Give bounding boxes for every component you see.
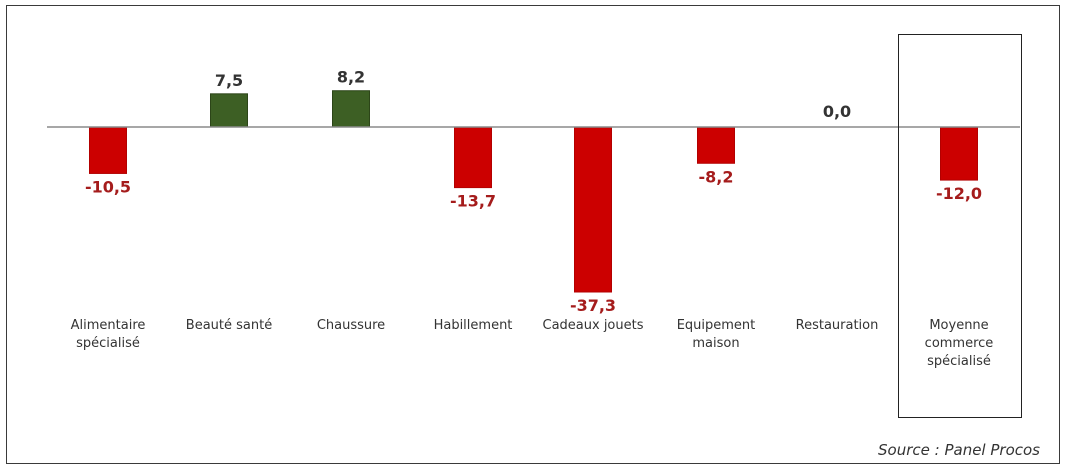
category-label-1: Beauté santé [186, 318, 272, 333]
bar-0 [89, 126, 127, 174]
bar-2 [332, 90, 370, 128]
category-label-7: Moyenne commerce spécialisé [925, 318, 994, 369]
source-note: Source : Panel Procos [878, 441, 1040, 459]
bar-3 [454, 126, 492, 189]
bar-1 [210, 93, 248, 128]
value-label-3: -13,7 [450, 192, 496, 211]
category-label-2: Chaussure [317, 318, 385, 333]
category-label-5: Equipement maison [677, 318, 756, 351]
bars-layer [89, 90, 978, 293]
bar-4 [574, 126, 612, 293]
category-label-0: Alimentaire spécialisé [71, 318, 146, 351]
value-label-1: 7,5 [215, 71, 243, 90]
value-label-5: -8,2 [699, 167, 734, 186]
category-label-3: Habillement [434, 318, 513, 333]
labels-layer: -10,5 Alimentaire spécialisé 7,5 Beauté sant… [71, 68, 994, 369]
value-label-0: -10,5 [85, 177, 131, 196]
highlight-box-average [898, 34, 1022, 418]
value-label-7: -12,0 [936, 184, 982, 203]
value-label-6: 0,0 [823, 102, 851, 121]
category-label-4: Cadeaux jouets [543, 318, 644, 333]
bar-5 [697, 126, 735, 164]
bar-7 [940, 126, 978, 181]
value-label-4: -37,3 [570, 296, 616, 315]
value-label-2: 8,2 [337, 68, 365, 87]
chart-frame [6, 5, 1060, 464]
category-label-6: Restauration [796, 318, 879, 333]
